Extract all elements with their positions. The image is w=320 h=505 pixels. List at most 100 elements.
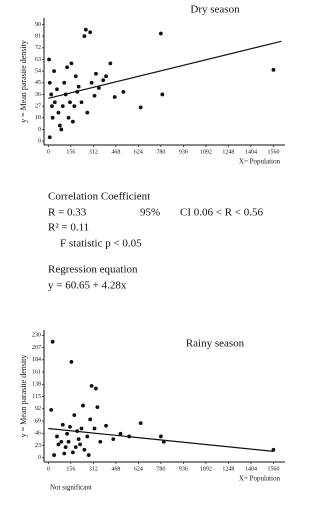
point [47, 80, 52, 85]
x-tick-label: 780 [156, 466, 165, 472]
y-tick-label: 0 [38, 138, 41, 144]
x-tick-label: 624 [134, 466, 143, 472]
figure: Correlation Coefficient R = 0.33 95% CI … [19, 4, 285, 492]
x-tick-label: 312 [89, 149, 98, 155]
point [63, 92, 68, 97]
y-tick-label: 92 [35, 406, 41, 412]
x-tick-label: 312 [89, 466, 98, 472]
point [112, 95, 117, 99]
y-tick-label: 138 [32, 382, 41, 388]
point [160, 92, 165, 97]
annotation: Not significant [50, 484, 92, 492]
point [138, 421, 143, 426]
x-tick-label: 156 [66, 466, 75, 472]
trend-line [48, 40, 282, 99]
y-tick-label: 9 [38, 127, 41, 133]
point [271, 447, 276, 452]
point [70, 119, 75, 124]
point [138, 105, 143, 110]
x-tick-label: 780 [156, 149, 165, 155]
point [75, 429, 80, 434]
point [127, 434, 132, 439]
point [85, 434, 90, 439]
point [49, 407, 54, 412]
point [158, 434, 163, 439]
x-tick-label: 1248 [222, 466, 234, 472]
annotation: 95% [140, 207, 160, 219]
point [92, 426, 97, 431]
y-tick-label: 72 [35, 45, 41, 51]
x-tick-label: 1404 [245, 466, 257, 472]
x-tick-label: 0 [47, 466, 50, 472]
point [60, 104, 65, 109]
y-tick-label: 230 [32, 333, 41, 339]
y-axis-label: y = Mean parasite density [19, 355, 28, 438]
point [92, 93, 97, 98]
x-tick-label: 624 [134, 149, 143, 155]
point [158, 31, 163, 36]
annotation: R = 0.33 [48, 207, 87, 219]
point [50, 104, 54, 109]
point [73, 74, 78, 79]
x-tick-label: 156 [66, 149, 75, 155]
annotation: R² = 0.11 [48, 222, 89, 234]
point [56, 110, 61, 115]
annotation: F statistic p < 0.05 [60, 238, 142, 250]
point [76, 84, 81, 89]
x-tick-label: 468 [111, 466, 120, 472]
y-tick-label: 207 [32, 345, 41, 351]
point [79, 426, 84, 431]
x-tick-label: 1404 [245, 149, 257, 155]
point [82, 447, 87, 452]
point [81, 403, 85, 408]
point [89, 80, 94, 85]
point [94, 71, 98, 76]
x-axis-label: X= Population [239, 158, 281, 166]
point [83, 27, 88, 32]
point [55, 434, 59, 439]
y-tick-label: 69 [35, 418, 41, 424]
x-tick-label: 1560 [267, 466, 279, 472]
y-tick-label: 36 [35, 92, 41, 98]
point [68, 100, 72, 105]
point [72, 413, 77, 418]
point [68, 424, 72, 429]
annotation: Correlation Coefficient [48, 191, 150, 203]
y-tick-label: 46 [35, 431, 41, 437]
point [101, 78, 106, 83]
point [72, 104, 77, 109]
x-tick-label: 1560 [267, 149, 279, 155]
point [76, 437, 81, 442]
point [98, 439, 103, 444]
point [86, 453, 91, 457]
point [79, 100, 84, 105]
point [75, 89, 80, 94]
point [50, 339, 55, 344]
x-tick-label: 936 [179, 149, 188, 155]
point [121, 89, 126, 94]
point [85, 110, 90, 115]
point [82, 34, 87, 39]
point [89, 383, 94, 388]
y-tick-label: 63 [35, 57, 41, 63]
annotation: y = 60.65 + 4.28x [48, 280, 127, 292]
y-tick-label: 161 [32, 369, 41, 375]
point [161, 439, 166, 444]
point [95, 405, 100, 410]
point [65, 431, 69, 436]
y-axis-label: y = Mean parasite density [19, 40, 28, 123]
y-tick-label: 0 [38, 455, 41, 461]
x-tick-label: 1248 [222, 149, 234, 155]
y-tick-label: 23 [35, 443, 41, 449]
point [50, 115, 55, 120]
point [111, 437, 116, 442]
point [66, 115, 71, 120]
x-tick-label: 0 [47, 149, 50, 155]
point [55, 87, 59, 92]
point [62, 80, 67, 85]
y-tick-label: 184 [32, 357, 41, 363]
point [104, 74, 108, 79]
point [104, 423, 108, 428]
annotation: CI 0.06 < R < 0.56 [180, 207, 263, 219]
y-tick-label: 45 [35, 80, 41, 86]
